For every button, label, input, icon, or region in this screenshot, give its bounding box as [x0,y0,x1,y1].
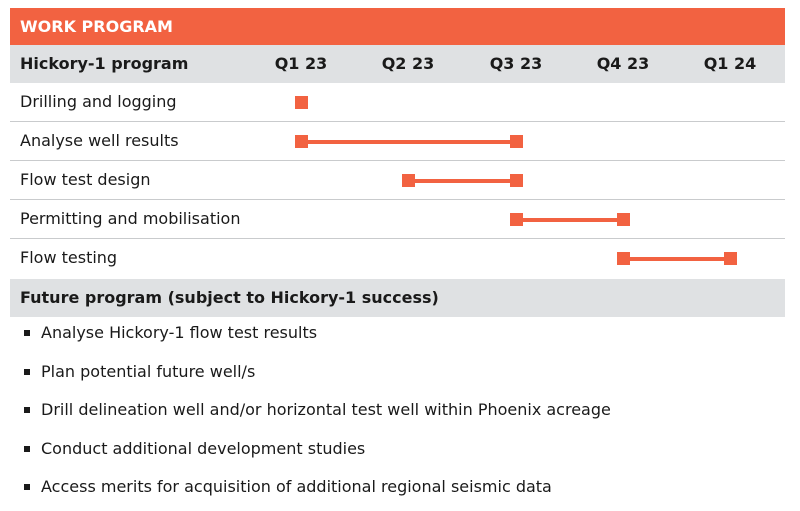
quarter-label-q1-24: Q1 24 [703,54,757,73]
task-row: Flow test design [10,161,785,200]
gantt-bar [516,217,623,222]
bullet-icon [24,445,30,452]
gantt-bar-end-marker [616,213,630,226]
task-label: Flow test design [20,170,151,189]
quarter-label-q1-23: Q1 23 [274,54,328,73]
quarter-label-q2-23: Q2 23 [381,54,435,73]
gantt-bar [408,178,516,183]
task-label: Flow testing [20,248,118,267]
gantt-bar-start-marker [616,252,630,265]
task-row: Flow testing [10,239,785,278]
bullet-icon [24,407,30,413]
bullet-icon [24,368,30,375]
list-item: Conduct additional development studies [10,434,785,473]
task-label: Drilling and logging [20,92,177,111]
list-item: Analyse Hickory-1 flow test results [10,318,785,357]
bullet-icon [24,330,30,336]
task-row: Analyse well results [10,122,785,161]
gantt-bar-end-marker [509,135,523,148]
task-label: Analyse well results [20,131,179,150]
program-title: Hickory-1 program [20,54,189,73]
gantt-bar [301,139,516,144]
gantt-bar-end-marker [723,252,737,265]
bullet-icon [24,484,30,490]
gantt-bar [623,256,730,261]
program-header: Hickory-1 program Q1 23 Q2 23 Q3 23 Q4 2… [10,45,785,83]
list-item: Plan potential future well/s [10,357,785,396]
list-item-text: Plan potential future well/s [41,361,256,381]
quarter-label-q4-23: Q4 23 [596,54,650,73]
task-label: Permitting and mobilisation [20,209,241,228]
gantt-bar-start-marker [509,213,523,226]
work-program-banner: WORK PROGRAM [10,8,785,46]
list-item-text: Analyse Hickory-1 flow test results [41,323,318,342]
future-program-list: Analyse Hickory-1 flow test results Plan… [10,318,785,511]
future-program-header: Future program (subject to Hickory-1 suc… [10,279,785,317]
list-item: Drill delineation well and/or horizontal… [10,395,785,434]
quarter-label-q3-23: Q3 23 [489,54,543,73]
list-item: Access merits for acquisition of additio… [10,472,785,511]
list-item-text: Conduct additional development studies [41,438,366,458]
task-row: Drilling and logging [10,83,785,122]
gantt-bar-start-marker [401,174,415,187]
list-item-text: Access merits for acquisition of additio… [41,477,552,496]
gantt-bar-end-marker [509,174,523,187]
banner-title: WORK PROGRAM [20,17,173,36]
gantt-bar-start-marker [294,135,308,148]
gantt-bar-start-marker [294,96,308,109]
future-program-title: Future program (subject to Hickory-1 suc… [20,288,439,307]
list-item-text: Drill delineation well and/or horizontal… [41,400,611,419]
task-row: Permitting and mobilisation [10,200,785,239]
